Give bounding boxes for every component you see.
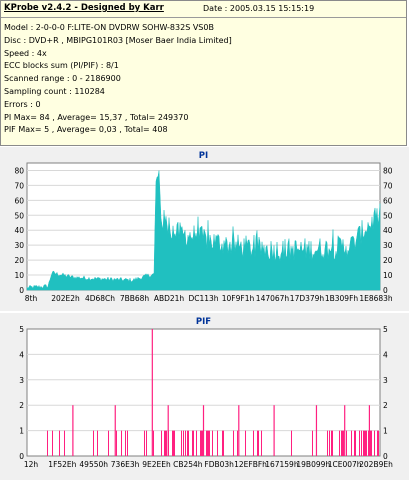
x-tick-label: ABD21h [154,294,185,303]
x-tick-label: 7BB68h [120,294,150,303]
x-tick-label: 9E2EEh [142,460,171,469]
y-tick-label: 2 [19,401,24,410]
y-tick-label: 30 [14,241,24,250]
info-panel: KProbe v2.4.2 - Designed by Karr Date : … [0,0,407,146]
x-tick-label: 167159h [265,460,299,469]
disc-line: Disc : DVD+R , MBIPG101R03 [Moser Baer I… [4,35,232,45]
errors-line: Errors : 0 [4,99,41,109]
y-tick-label-right: 0 [383,452,388,461]
y-tick-label: 80 [14,166,24,175]
pif-chart-panel: PIF 0 0 1 1 2 2 3 3 4 4 5 5 12h 1F52Eh 49550h 736E3h 9E2E… [0,313,409,480]
x-tick-label: 8th [25,294,38,303]
y-tick-label-right: 0 [383,286,388,295]
x-tick-label: 1B309Fh [325,294,359,303]
pif-summary-line: PIF Max= 5 , Average= 0,03 , Total= 408 [4,125,168,135]
x-tick-label: 12EFBFh [234,460,267,469]
pif-chart: PIF 0 0 1 1 2 2 3 3 4 4 5 5 12h 1F52Eh 49550h 736E3h 9E2E… [19,317,393,469]
x-tick-label: 4D68Ch [85,294,115,303]
y-tick-label-right: 20 [383,256,393,265]
model-line: Model : 2-0-0-0 F:LITE-ON DVDRW SOHW-832… [4,23,214,32]
y-tick-label-right: 40 [383,226,393,235]
x-tick-label: 49550h [79,460,108,469]
x-tick-label: 1CE007h [328,460,362,469]
y-tick-label: 20 [14,256,24,265]
y-tick-label: 60 [14,196,24,205]
y-tick-label-right: 2 [383,401,388,410]
scan-date: Date : 2005.03.15 15:15:19 [203,4,315,13]
y-tick-label-right: 60 [383,196,393,205]
app-title: KProbe v2.4.2 - Designed by Karr [4,3,164,13]
y-tick-label-right: 50 [383,211,393,220]
x-tick-label: 147067h [256,294,290,303]
y-tick-label-right: 70 [383,181,393,190]
y-tick-label: 5 [19,325,24,334]
x-tick-label: 19B099h [296,460,330,469]
speed-line: Speed : 4x [4,48,47,58]
x-tick-label: 17D379h [290,294,325,303]
x-tick-label: 202B9Eh [359,460,393,469]
y-tick-label: 10 [14,271,24,280]
y-tick-label-right: 1 [383,427,388,436]
x-tick-label: FDB03h [204,460,234,469]
y-tick-label-right: 3 [383,376,388,385]
y-tick-label: 40 [14,226,24,235]
x-tick-label: 1F52Eh [48,460,76,469]
x-tick-label: DC113h [188,294,218,303]
header-divider [1,17,406,18]
y-tick-label-right: 80 [383,166,393,175]
y-tick-label-right: 4 [383,350,388,359]
y-tick-label: 50 [14,211,24,220]
y-tick-label-right: 10 [383,271,393,280]
range-line: Scanned range : 0 - 2186900 [4,74,121,84]
chart-title: PI [199,151,208,161]
x-tick-label: 12h [24,460,39,469]
x-tick-label: 10F9F1h [222,294,255,303]
chart-title: PIF [196,317,211,327]
x-tick-label: 202E2h [51,294,80,303]
pi-summary-line: PI Max= 84 , Average= 15,37 , Total= 249… [4,112,189,122]
pi-area-series [26,170,381,291]
y-tick-label: 0 [19,452,24,461]
y-tick-label: 3 [19,376,24,385]
y-tick-label: 1 [19,427,24,436]
y-tick-label: 0 [19,286,24,295]
sampling-line: Sampling count : 110284 [4,86,105,96]
x-tick-label: 736E3h [111,460,140,469]
info-lines: Model : 2-0-0-0 F:LITE-ON DVDRW SOHW-832… [4,22,232,137]
pi-chart-panel: PI 0 0 10 10 20 20 30 30 40 40 50 50 60 60 70 70 80 80 8th 2… [0,147,409,311]
x-tick-label: 1E8683h [359,294,393,303]
pi-chart: PI 0 0 10 10 20 20 30 30 40 40 50 50 60 60 70 70 80 80 8th 2… [14,151,393,303]
y-tick-label: 4 [19,350,24,359]
y-tick-label-right: 5 [383,325,388,334]
y-tick-label: 70 [14,181,24,190]
y-tick-label-right: 30 [383,241,393,250]
ecc-line: ECC blocks sum (PI/PIF) : 8/1 [4,61,119,71]
x-tick-label: CB254h [173,460,203,469]
